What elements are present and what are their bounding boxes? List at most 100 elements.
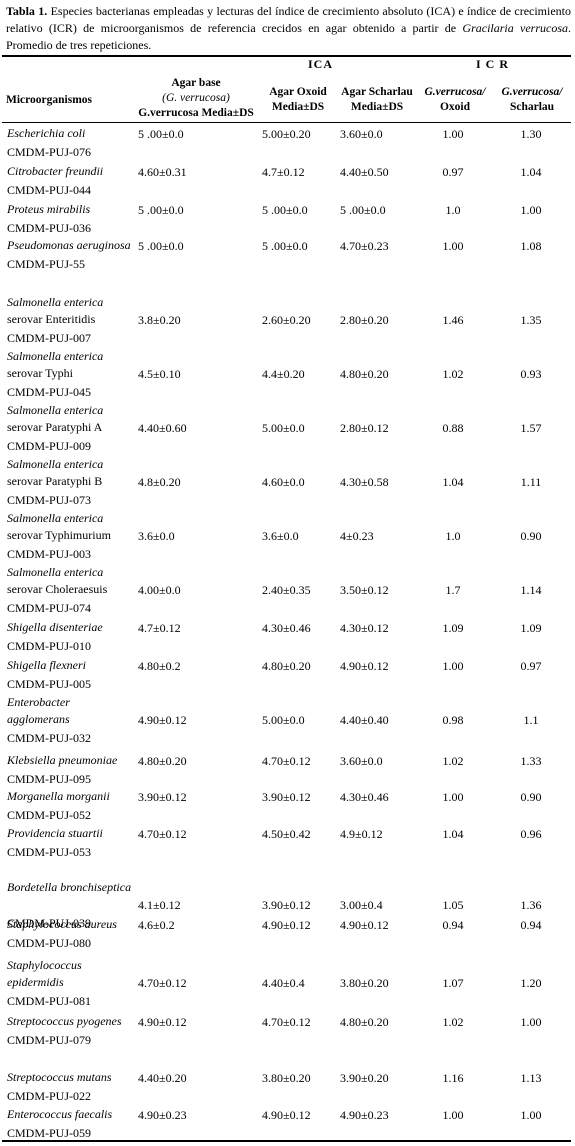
organism-name: Shigella flexneri	[7, 657, 135, 674]
agar-oxoid-value: 4.30±0.46	[262, 621, 311, 635]
agar-oxoid-value: 3.6±0.0	[262, 529, 299, 543]
icr-oxoid-value: 1.00	[442, 659, 464, 673]
strain-code: CMDM-PUJ-074	[7, 601, 92, 615]
organism-species: Staphylococcus epidermidis	[7, 958, 82, 989]
icr-oxoid-value: 0.97	[442, 165, 464, 179]
organism-name: Streptococcus mutans	[7, 1069, 135, 1086]
table-top-rule	[2, 55, 571, 57]
agar-oxoid-value: 3.90±0.12	[262, 790, 311, 804]
icr-scharlau-value: 1.35	[520, 313, 542, 327]
agar-oxoid-value: 2.60±0.20	[262, 313, 311, 327]
agar-base-value: 4.6±0.2	[138, 918, 175, 932]
agar-oxoid-value: 4.70±0.12	[262, 754, 311, 768]
organism-species: Shigella flexneri	[7, 658, 86, 672]
icr-scharlau-value: 1.30	[520, 127, 542, 141]
agar-base-value: 4.90±0.23	[138, 1108, 187, 1122]
organism-name: Salmonella enterica serovar Paratyphi A	[7, 402, 135, 436]
strain-code: CMDM-PUJ-045	[7, 385, 92, 399]
icr-scharlau-value: 1.14	[520, 583, 542, 597]
table-caption: Tabla 1. Especies bacterianas empleadas …	[6, 3, 571, 54]
organism-species: Streptococcus mutans	[7, 1070, 112, 1084]
icr-scharlau-value: 0.96	[520, 827, 542, 841]
agar-oxoid-value: 4.40±0.4	[262, 976, 305, 990]
icr-scharlau-value: 0.90	[520, 529, 542, 543]
icr-scharlau-value: 1.00	[520, 1108, 542, 1122]
icr-oxoid-value: 1.00	[442, 127, 464, 141]
organism-name: Salmonella enterica serovar Paratyphi B	[7, 456, 135, 490]
strain-code: CMDM-PUJ-039	[7, 916, 92, 930]
organism-name: Proteus mirabilis	[7, 201, 135, 218]
header-icr-scharlau-line2: Scharlau	[509, 101, 555, 113]
strain-code: CMDM-PUJ-003	[7, 547, 92, 561]
icr-scharlau-value: 1.09	[520, 621, 542, 635]
icr-oxoid-value: 0.94	[442, 918, 464, 932]
organism-serovar: serovar Typhimurium	[7, 528, 111, 542]
header-oxoid-line1: Agar Oxoid	[269, 86, 327, 98]
icr-scharlau-value: 0.93	[520, 367, 542, 381]
icr-scharlau-value: 1.08	[520, 239, 542, 253]
header-microorganismos: Microorganismos	[6, 94, 93, 106]
organism-name: Salmonella enterica serovar Enteritidis	[7, 294, 135, 328]
agar-oxoid-value: 3.80±0.20	[262, 1071, 311, 1085]
agar-scharlau-value: 4.90±0.12	[340, 659, 389, 673]
icr-oxoid-value: 1.02	[442, 1015, 464, 1029]
icr-oxoid-value: 1.04	[442, 827, 464, 841]
caption-text-end: . Promedio de tres repeticiones.	[6, 21, 571, 52]
strain-code: CMDM-PUJ-022	[7, 1089, 92, 1103]
strain-code: CMDM-PUJ-009	[7, 439, 92, 453]
icr-oxoid-value: 1.46	[442, 313, 464, 327]
agar-oxoid-value: 3.90±0.12	[262, 898, 311, 912]
agar-scharlau-value: 5 .00±0.0	[340, 203, 386, 217]
agar-oxoid-value: 5.00±0.0	[262, 421, 305, 435]
strain-code: CMDM-PUJ-007	[7, 331, 92, 345]
agar-oxoid-value: 4.4±0.20	[262, 367, 305, 381]
header-agar-scharlau: Agar Scharlau Media±DS	[336, 85, 418, 115]
header-icr-scharlau: G.verrucosa/ Scharlau	[493, 85, 571, 115]
agar-base-value: 4.70±0.12	[138, 976, 187, 990]
agar-base-value: 4.5±0.10	[138, 367, 181, 381]
icr-scharlau-value: 0.90	[520, 790, 542, 804]
agar-scharlau-value: 4.30±0.46	[340, 790, 389, 804]
header-agar-base-line2: (G. verrucosa)	[162, 92, 230, 104]
strain-code: CMDM-PUJ-079	[7, 1033, 92, 1047]
icr-oxoid-value: 1.0	[445, 203, 461, 217]
header-scharlau-line1: Agar Scharlau	[341, 86, 413, 98]
header-agar-base-line3: G.verrucosa Media±DS	[138, 107, 254, 119]
agar-scharlau-value: 3.50±0.12	[340, 583, 389, 597]
agar-base-value: 4.80±0.2	[138, 659, 181, 673]
icr-scharlau-value: 1.33	[520, 754, 542, 768]
agar-base-value: 3.8±0.20	[138, 313, 181, 327]
agar-scharlau-value: 4.30±0.12	[340, 621, 389, 635]
agar-oxoid-value: 4.50±0.42	[262, 827, 311, 841]
agar-base-value: 4.40±0.60	[138, 421, 187, 435]
strain-code: CMDM-PUJ-036	[7, 221, 92, 235]
organism-species: Salmonella enterica	[7, 511, 104, 525]
header-agar-base-line1: Agar base	[171, 77, 221, 89]
strain-code: CMDM-PUJ-010	[7, 639, 92, 653]
header-scharlau-line2: Media±DS	[350, 101, 404, 113]
organism-species: Bordetella bronchiseptica	[7, 880, 132, 894]
organism-species: Salmonella enterica	[7, 295, 104, 309]
organism-species: Enterobacter agglomerans	[7, 695, 70, 726]
icr-oxoid-value: 0.98	[442, 713, 464, 727]
strain-code: CMDM-PUJ-052	[7, 808, 92, 822]
strain-code: CMDM-PUJ-076	[7, 145, 92, 159]
organism-name: Pseudomonas aeruginosa	[7, 237, 135, 254]
organism-name: Shigella disenteriae	[7, 619, 135, 636]
icr-scharlau-value: 1.04	[520, 165, 542, 179]
organism-name: Klebsiella pneumoniae	[7, 752, 135, 769]
agar-base-value: 4.40±0.20	[138, 1071, 187, 1085]
agar-oxoid-value: 4.60±0.0	[262, 475, 305, 489]
header-icr-oxoid-line2: Oxoid	[439, 101, 471, 113]
agar-scharlau-value: 4.80±0.20	[340, 367, 389, 381]
agar-base-value: 5 .00±0.0	[138, 127, 184, 141]
icr-oxoid-value: 1.16	[442, 1071, 464, 1085]
agar-scharlau-value: 4.70±0.23	[340, 239, 389, 253]
header-agar-base: Agar base (G. verrucosa) G.verrucosa Med…	[134, 76, 258, 121]
organism-species: Enterococcus faecalis	[7, 1107, 113, 1121]
organism-name: Providencia stuartii	[7, 825, 135, 842]
agar-base-value: 3.6±0.0	[138, 529, 175, 543]
agar-scharlau-value: 4.40±0.40	[340, 713, 389, 727]
organism-name: Salmonella enterica serovar Typhi	[7, 348, 135, 382]
organism-name: Salmonella enterica serovar Choleraesuis	[7, 564, 135, 598]
